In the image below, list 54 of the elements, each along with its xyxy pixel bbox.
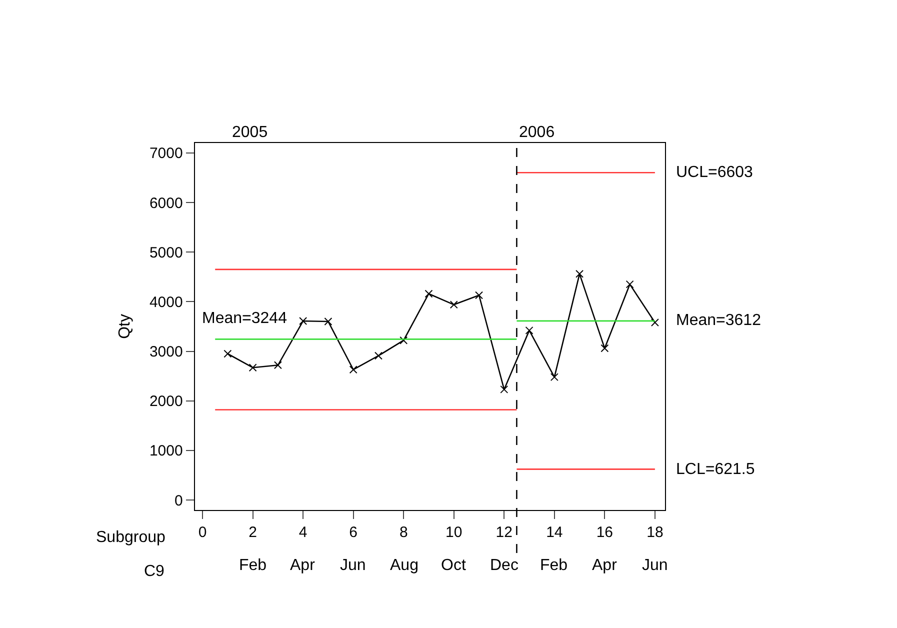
text: Feb [239, 557, 267, 574]
point [475, 291, 484, 300]
point [324, 318, 332, 326]
text: Dec [490, 557, 518, 574]
text: UCL=6603 [676, 164, 754, 181]
x-tick-label: 8 [399, 524, 408, 542]
y-axis-title: Qty [116, 314, 134, 339]
x-tick-label: 6 [349, 524, 358, 542]
y-tick-label: 5000 [149, 244, 183, 262]
y-tick-label: 4000 [149, 294, 183, 311]
text: Aug [390, 557, 418, 574]
y-tick-label: 0 [174, 492, 183, 510]
point [600, 344, 609, 352]
text: LCL=621.5 [676, 461, 755, 478]
point [450, 300, 458, 309]
text: 2006 [519, 124, 555, 141]
y-tick-label: 7000 [149, 145, 183, 162]
point [224, 350, 232, 358]
text: Jun [642, 557, 668, 574]
x-tick-label: 18 [646, 524, 664, 542]
text: Apr [592, 557, 618, 574]
point [550, 373, 558, 382]
point [576, 270, 584, 278]
x-tick-label: 16 [596, 524, 614, 542]
point [650, 318, 659, 327]
text: C9 [144, 563, 165, 580]
text: Mean=3612 [676, 312, 762, 329]
point [349, 366, 358, 374]
x-tick-label: 2 [248, 524, 257, 542]
point [374, 352, 382, 360]
text: 2005 [232, 124, 268, 141]
x-tick-label: 0 [198, 524, 207, 542]
x-tick-label: 4 [298, 524, 308, 542]
y-tick-label: 1000 [149, 442, 183, 460]
text: Apr [290, 557, 316, 574]
text: Oct [441, 557, 466, 574]
point [424, 290, 433, 298]
text: Feb [540, 557, 568, 574]
y-tick-label: 6000 [149, 194, 183, 212]
point [626, 280, 634, 288]
point [248, 364, 257, 372]
point [525, 326, 534, 334]
x-tick-label: 10 [446, 524, 462, 542]
point [400, 336, 408, 344]
text: Subgroup [96, 529, 166, 546]
y-tick-label: 2000 [149, 393, 183, 410]
text: Jun [340, 557, 366, 574]
point [299, 317, 308, 326]
annotation: Mean=3244 [202, 310, 288, 327]
point [500, 385, 508, 394]
x-tick-label: 12 [496, 524, 512, 542]
y-tick-label: 3000 [149, 344, 183, 361]
x-tick-label: 14 [546, 524, 563, 542]
point [274, 361, 282, 370]
